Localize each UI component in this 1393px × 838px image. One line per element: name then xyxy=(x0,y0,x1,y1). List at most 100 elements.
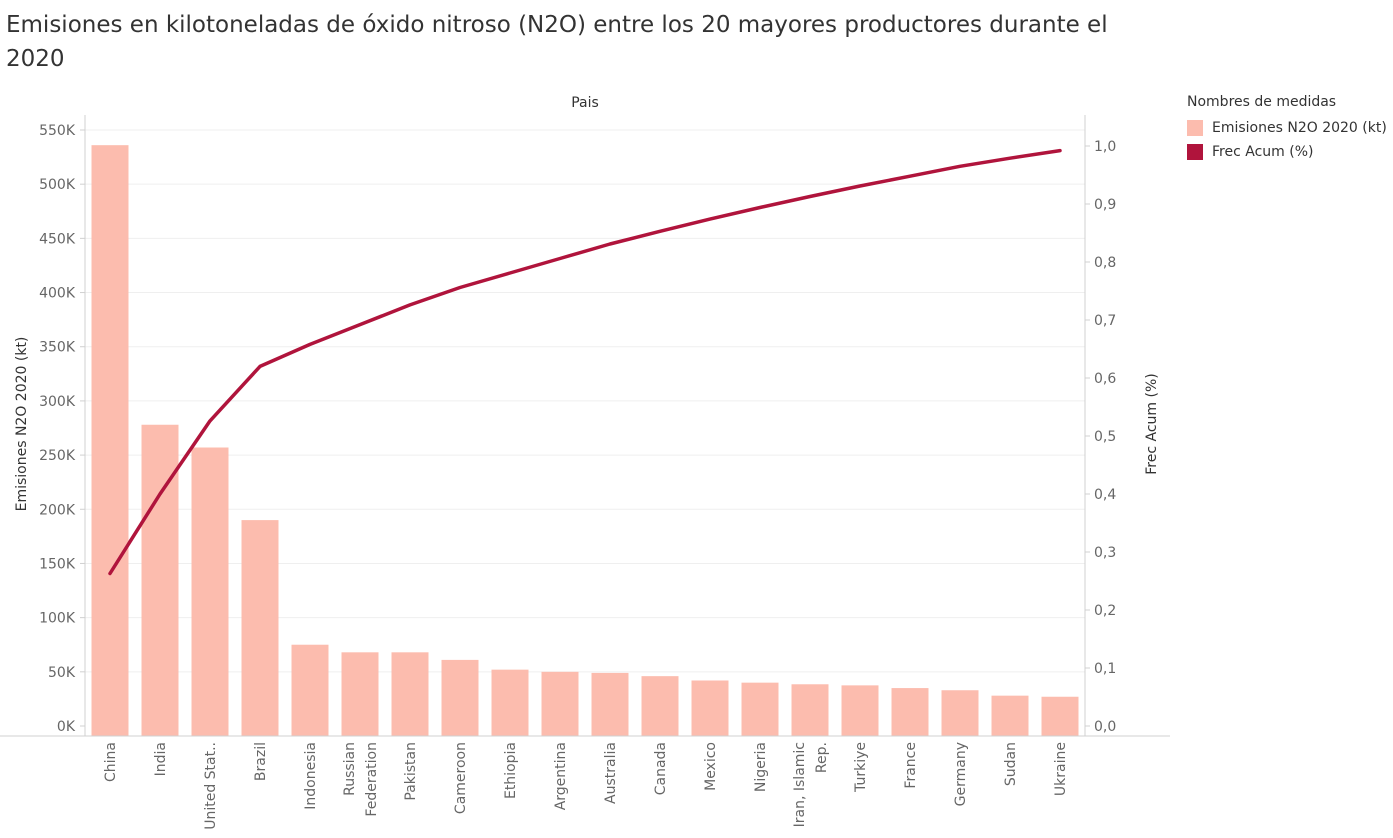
bar xyxy=(341,652,379,736)
bar xyxy=(591,672,629,736)
legend-title: Nombres de medidas xyxy=(1187,94,1337,110)
x-tick-label: Germany xyxy=(953,742,969,806)
bar xyxy=(991,695,1029,736)
x-tick-label: Federation xyxy=(364,742,380,817)
y-tick-label: 0K xyxy=(57,719,76,735)
legend-item-emisiones[interactable]: Emisiones N2O 2020 (kt) xyxy=(1187,116,1387,140)
bar xyxy=(841,685,879,736)
y2-tick-label: 0,9 xyxy=(1094,197,1116,213)
y-tick-label: 150K xyxy=(39,556,76,572)
x-tick-label: Pakistan xyxy=(403,742,419,801)
x-tick-label: Iran, Islamic xyxy=(792,742,808,827)
x-tick-label-group: United Stat.. xyxy=(203,742,219,830)
x-tick-label-group: Cameroon xyxy=(453,742,469,814)
bar xyxy=(891,688,929,736)
bar xyxy=(691,680,729,736)
y-tick-label: 50K xyxy=(48,665,76,681)
x-tick-label-group: Russian Federation xyxy=(342,742,380,817)
bar xyxy=(791,684,829,736)
y-tick-label: 350K xyxy=(39,340,76,356)
y2-tick-label: 0,2 xyxy=(1094,603,1116,619)
y2-tick-label: 0,0 xyxy=(1094,719,1116,735)
x-tick-label-group: Mexico xyxy=(703,742,719,791)
x-tick-label-group: Germany xyxy=(953,742,969,806)
y2-tick-label: 0,3 xyxy=(1094,545,1116,561)
x-tick-label: Turkiye xyxy=(853,742,869,793)
bars xyxy=(91,145,1079,737)
y-tick-label: 200K xyxy=(39,502,76,518)
x-tick-label: India xyxy=(153,742,169,776)
y-tick-label: 550K xyxy=(39,123,76,139)
x-tick-label-group: China xyxy=(103,742,119,782)
y-tick-label: 450K xyxy=(39,231,76,247)
y-tick-label: 100K xyxy=(39,611,76,627)
x-tick-label-group: India xyxy=(153,742,169,776)
x-tick-label-group: Argentina xyxy=(553,742,569,810)
y-axis-title: Emisiones N2O 2020 (kt) xyxy=(14,337,30,512)
y2-tick-label: 0,8 xyxy=(1094,255,1116,271)
y2-tick-label: 0,6 xyxy=(1094,371,1116,387)
cumulative-line xyxy=(108,148,1062,576)
y-tick-label: 500K xyxy=(39,177,76,193)
x-tick-label-group: Ukraine xyxy=(1053,742,1069,796)
legend-swatch-emisiones xyxy=(1187,120,1203,136)
legend-swatch-frec-acum xyxy=(1187,144,1203,160)
legend-label-emisiones: Emisiones N2O 2020 (kt) xyxy=(1212,120,1387,136)
y2-tick-label: 1,0 xyxy=(1094,139,1116,155)
x-tick-label: China xyxy=(103,742,119,782)
x-tick-label: Nigeria xyxy=(753,742,769,792)
x-tick-label: Indonesia xyxy=(303,742,319,810)
bar xyxy=(141,424,179,736)
x-tick-label: France xyxy=(903,742,919,789)
legend-label-frec-acum: Frec Acum (%) xyxy=(1212,144,1314,160)
x-tick-label: United Stat.. xyxy=(203,742,219,830)
bar xyxy=(91,145,129,737)
y2-tick-label: 0,5 xyxy=(1094,429,1116,445)
x-tick-label-group: Nigeria xyxy=(753,742,769,792)
bar xyxy=(541,671,579,736)
line-layer xyxy=(108,148,1062,576)
x-tick-label-group: Turkiye xyxy=(853,742,869,793)
bar xyxy=(441,659,479,736)
axes: 0K 50K 100K 150K 200K 250K 300K 350K 400K 450K 500… xyxy=(0,115,1170,830)
x-tick-label-group: Indonesia xyxy=(303,742,319,810)
y2-tick-label: 0,7 xyxy=(1094,313,1116,329)
x-tick-label-group: Pakistan xyxy=(403,742,419,801)
x-tick-label-group: Sudan xyxy=(1003,742,1019,786)
y2-tick-label: 0,1 xyxy=(1094,661,1116,677)
legend: Nombres de medidas Emisiones N2O 2020 (k… xyxy=(1187,94,1387,164)
x-tick-label: Russian xyxy=(342,742,358,796)
bar xyxy=(241,520,279,736)
bar xyxy=(941,690,979,736)
x-tick-label-group: Canada xyxy=(653,742,669,795)
bar xyxy=(291,644,329,736)
x-tick-label: Brazil xyxy=(253,742,269,781)
bar xyxy=(491,669,529,736)
legend-item-frec-acum[interactable]: Frec Acum (%) xyxy=(1187,140,1387,164)
y-tick-label: 250K xyxy=(39,448,76,464)
bar xyxy=(191,447,229,736)
y2-tick-label: 0,4 xyxy=(1094,487,1116,503)
x-tick-label: Mexico xyxy=(703,742,719,791)
x-tick-label-group: Ethiopia xyxy=(503,742,519,799)
y2-axis-title: Frec Acum (%) xyxy=(1144,373,1160,474)
x-tick-label: Argentina xyxy=(553,742,569,810)
x-tick-label-group: Iran, Islamic Rep. xyxy=(792,742,830,827)
x-tick-label-group: Australia xyxy=(603,742,619,804)
x-tick-label: Australia xyxy=(603,742,619,804)
x-tick-label: Rep. xyxy=(814,742,830,773)
grid xyxy=(85,129,1085,673)
chart-title: Emisiones en kilotoneladas de óxido nitr… xyxy=(6,12,1108,72)
x-tick-label-group: France xyxy=(903,742,919,789)
x-tick-label: Canada xyxy=(653,742,669,795)
x-tick-label: Ethiopia xyxy=(503,742,519,799)
y-tick-label: 400K xyxy=(39,286,76,302)
bar xyxy=(1041,696,1079,736)
x-tick-label: Cameroon xyxy=(453,742,469,814)
x-axis-title: Pais xyxy=(571,95,599,111)
bar xyxy=(391,652,429,736)
x-tick-label: Sudan xyxy=(1003,742,1019,786)
x-tick-label-group: Brazil xyxy=(253,742,269,781)
bar xyxy=(741,682,779,736)
